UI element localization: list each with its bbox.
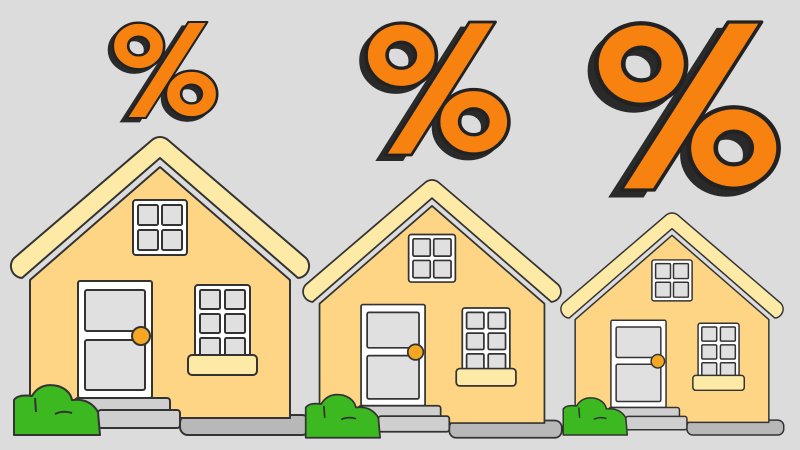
percent-sign-icon	[371, 22, 499, 160]
percent-sign-icon	[602, 22, 765, 197]
percent-sign-icon	[116, 22, 209, 122]
